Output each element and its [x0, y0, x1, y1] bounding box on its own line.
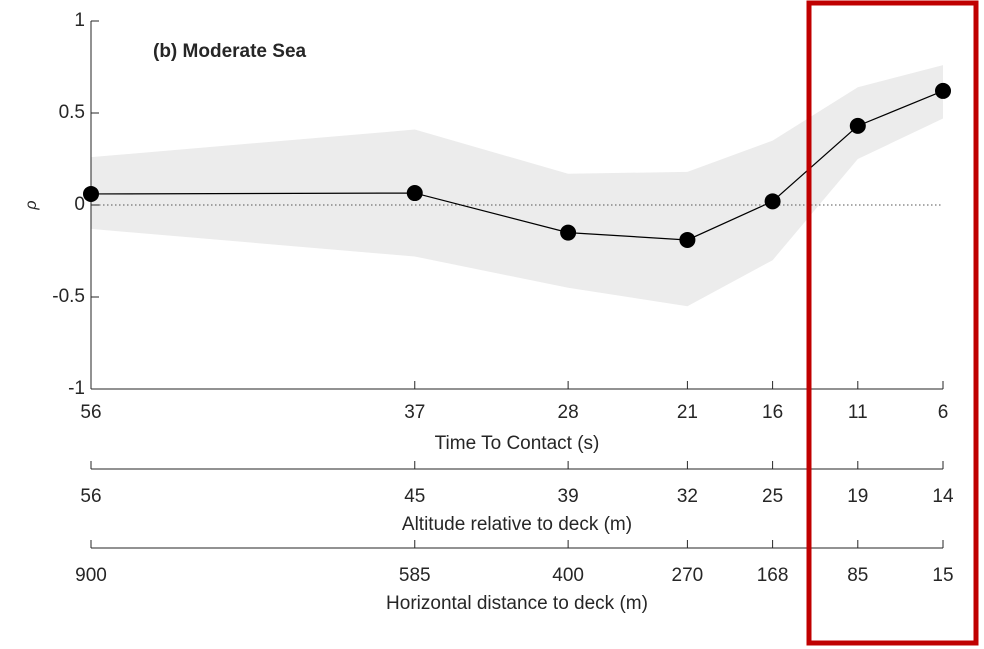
- point: [406, 185, 423, 202]
- point: [849, 117, 866, 134]
- x-tick-label: 6: [938, 402, 949, 423]
- x-tick-label: 21: [677, 402, 698, 423]
- point: [935, 82, 951, 99]
- x-tick-label: 11: [848, 402, 868, 423]
- secondary-tick-label: 15: [932, 565, 953, 586]
- secondary-tick-label: 85: [847, 565, 868, 586]
- secondary-tick-label: 56: [80, 486, 101, 507]
- secondary-tick-label: 39: [558, 486, 579, 507]
- point: [679, 231, 696, 248]
- secondary-axis-label: Horizontal distance to deck (m): [386, 593, 648, 614]
- point: [560, 224, 577, 241]
- secondary-axis-label: Altitude relative to deck (m): [402, 514, 632, 535]
- secondary-tick-label: 45: [404, 486, 425, 507]
- x-tick-label: 56: [80, 402, 101, 423]
- secondary-tick-label: 19: [847, 486, 868, 507]
- secondary-tick-label: 14: [932, 486, 954, 507]
- secondary-tick-label: 168: [757, 565, 789, 586]
- secondary-tick-label: 25: [762, 486, 783, 507]
- y-tick-label: -0.5: [52, 286, 85, 307]
- y-tick-label: 0: [74, 194, 85, 215]
- y-tick-label: -1: [68, 378, 85, 399]
- secondary-tick-label: 270: [672, 565, 704, 586]
- x-tick-label: 37: [404, 402, 425, 423]
- point: [83, 185, 99, 202]
- secondary-tick-label: 32: [677, 486, 698, 507]
- secondary-tick-label: 585: [399, 565, 431, 586]
- x-tick-label: 28: [558, 402, 579, 423]
- x-tick-label: 16: [762, 402, 783, 423]
- secondary-tick-label: 900: [75, 565, 107, 586]
- confidence-band: [91, 65, 943, 307]
- annotation: (b) Moderate Sea: [153, 41, 307, 62]
- x-axis-label: Time To Contact (s): [435, 433, 600, 454]
- y-tick-label: 0.5: [59, 102, 85, 123]
- secondary-tick-label: 400: [552, 565, 584, 586]
- y-tick-label: 1: [74, 10, 85, 31]
- highlight-box: [806, 0, 979, 646]
- point: [764, 193, 781, 210]
- y-axis-label: ρ: [23, 200, 40, 210]
